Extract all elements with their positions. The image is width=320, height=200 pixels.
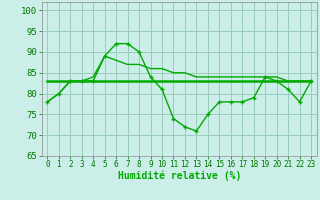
X-axis label: Humidité relative (%): Humidité relative (%) bbox=[117, 171, 241, 181]
